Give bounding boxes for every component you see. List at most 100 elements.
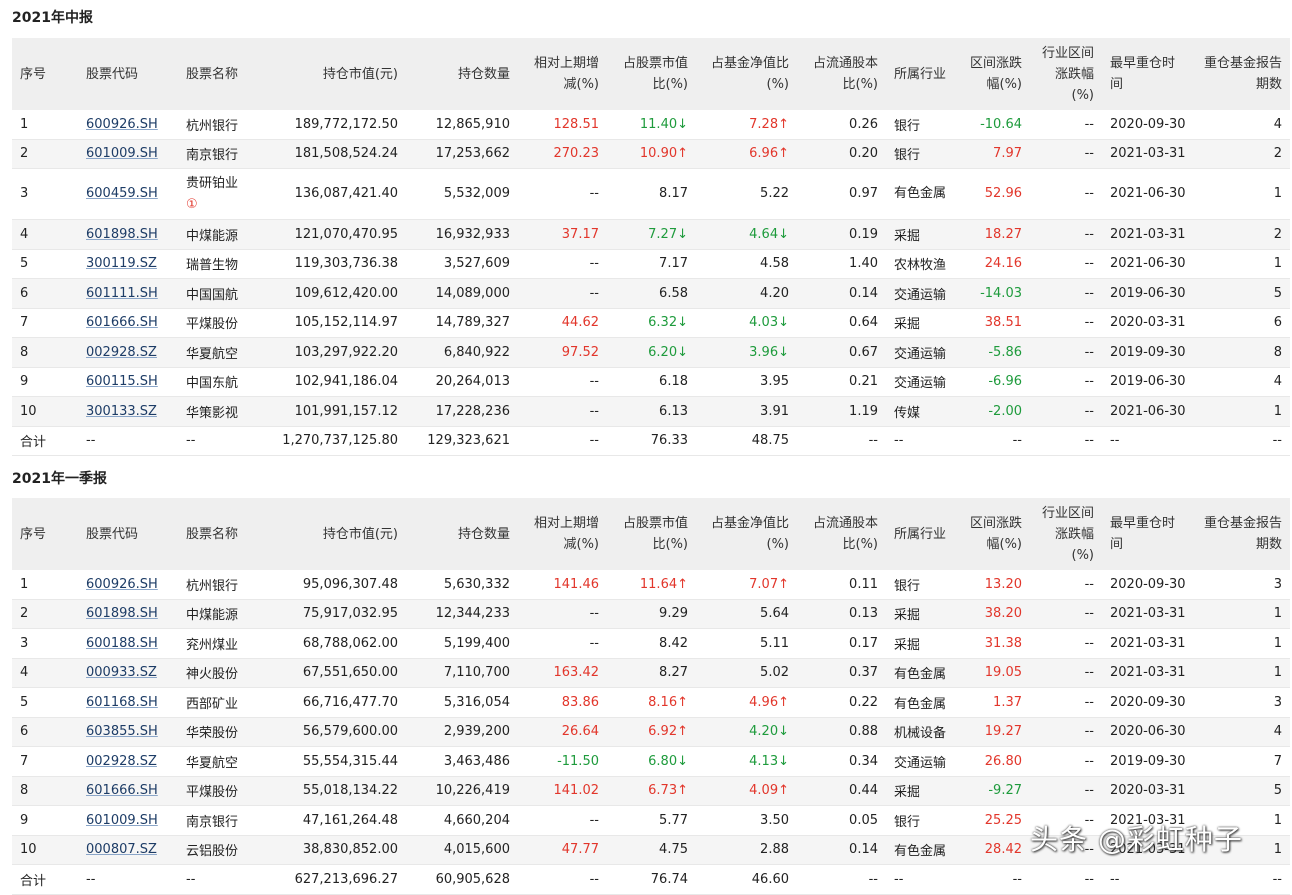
cell: 2020-09-30 xyxy=(1102,687,1190,718)
code-cell: 300119.SZ xyxy=(78,249,178,279)
stock-code-link[interactable]: 601168.SH xyxy=(86,694,158,710)
cell: -- xyxy=(518,249,607,279)
table-row: 合计 -- -- 627,213,696.27 60,905,628 -- 76.74 46.… xyxy=(12,864,1290,895)
stock-code-link[interactable]: 600926.SH xyxy=(86,576,158,592)
stock-code-link[interactable]: 601009.SH xyxy=(86,812,158,828)
cell: 有色金属 xyxy=(886,835,958,865)
table-row: 7 002928.SZ 华夏航空 55,554,315.44 3,463,486 -11.… xyxy=(12,746,1290,777)
cell: 97.52 xyxy=(518,337,607,368)
cell: 2021-06-30 xyxy=(1102,396,1190,427)
cell: 采掘 xyxy=(886,599,958,629)
cell: 55,018,134.22 xyxy=(262,776,406,806)
stock-code-link[interactable]: 000933.SZ xyxy=(86,665,157,681)
cell: 2021-06-30 xyxy=(1102,249,1190,279)
cell: 华夏航空 xyxy=(178,337,262,368)
cell: 8.27 xyxy=(607,658,696,688)
cell: 5 xyxy=(12,687,78,718)
stock-code-link[interactable]: 002928.SZ xyxy=(86,344,157,360)
cell: 3 xyxy=(12,168,78,220)
stock-code-link[interactable]: 600115.SH xyxy=(86,374,158,390)
cell: 24.16 xyxy=(958,249,1030,279)
stock-code-link[interactable]: 601666.SH xyxy=(86,783,158,799)
cell: 14,789,327 xyxy=(406,308,518,338)
cell: 76.33 xyxy=(607,426,696,456)
stock-code-link[interactable]: 600459.SH xyxy=(86,186,158,201)
cell: 西部矿业 xyxy=(178,687,262,718)
cell: 采掘 xyxy=(886,628,958,659)
cell: 中国国航 xyxy=(178,278,262,309)
cell: 66,716,477.70 xyxy=(262,687,406,718)
cell: 47.77 xyxy=(518,835,607,865)
header-cell: 占基金净值比(%) xyxy=(696,498,797,570)
cell: 交通运输 xyxy=(886,278,958,309)
header-cell: 占股票市值比(%) xyxy=(607,38,696,110)
table-row: 8 601666.SH 平煤股份 55,018,134.22 10,226,419 141… xyxy=(12,776,1290,806)
section: 2021年中报 序号 股票代码 股票名称 持仓市值(元) 持仓数量 相对上期增减(%) 占股票… xyxy=(12,10,1290,456)
stock-code-link[interactable]: 000807.SZ xyxy=(86,842,157,858)
cell: 兖州煤业 xyxy=(178,628,262,659)
cell: 中煤能源 xyxy=(178,219,262,250)
stock-code-link[interactable]: 603855.SH xyxy=(86,724,158,740)
stock-code-link[interactable]: 600926.SH xyxy=(86,116,158,132)
cell: 5.22 xyxy=(696,168,797,220)
cell: 20,264,013 xyxy=(406,367,518,397)
table-row: 5 300119.SZ 瑞普生物 119,303,736.38 3,527,609 -- 7… xyxy=(12,249,1290,279)
cell: 37.17 xyxy=(518,219,607,250)
cell: 48.75 xyxy=(696,426,797,456)
stock-code-link[interactable]: 002928.SZ xyxy=(86,753,157,769)
cell: 4.09↑ xyxy=(696,776,797,806)
cell: -10.64 xyxy=(958,110,1030,140)
cell: -- xyxy=(1030,776,1102,806)
cell: -2.00 xyxy=(958,396,1030,427)
cell: 2019-06-30 xyxy=(1102,367,1190,397)
cell: 0.14 xyxy=(797,835,886,865)
cell: 4 xyxy=(1190,717,1290,747)
cell: 0.37 xyxy=(797,658,886,688)
cell: -- xyxy=(958,426,1030,456)
cell: 7.17 xyxy=(607,249,696,279)
stock-code-link[interactable]: 300119.SZ xyxy=(86,256,157,272)
stock-code-link[interactable]: 300133.SZ xyxy=(86,403,157,419)
stock-code-link[interactable]: 600188.SH xyxy=(86,635,158,651)
stock-code-link[interactable]: 601898.SH xyxy=(86,606,158,622)
cell: -- xyxy=(1030,168,1102,220)
cell: -- xyxy=(518,628,607,659)
cell: 128.51 xyxy=(518,110,607,140)
cell: 3.91 xyxy=(696,396,797,427)
cell: 0.22 xyxy=(797,687,886,718)
cell: 平煤股份 xyxy=(178,308,262,338)
cell: -11.50 xyxy=(518,746,607,777)
cell: 交通运输 xyxy=(886,337,958,368)
cell: 南京银行 xyxy=(178,805,262,836)
cell: -- xyxy=(78,426,178,456)
table-row: 4 000933.SZ 神火股份 67,551,650.00 7,110,700 163.… xyxy=(12,658,1290,688)
cell: 5.64 xyxy=(696,599,797,629)
cell: 1 xyxy=(1190,658,1290,688)
cell: 8 xyxy=(12,337,78,368)
stock-code-link[interactable]: 601111.SH xyxy=(86,285,158,301)
cell: 68,788,062.00 xyxy=(262,628,406,659)
cell: 121,070,470.95 xyxy=(262,219,406,250)
cell: 3.50 xyxy=(696,805,797,836)
cell: 0.05 xyxy=(797,805,886,836)
header-cell: 序号 xyxy=(12,498,78,570)
cell: 7.28↑ xyxy=(696,110,797,140)
cell: 18.27 xyxy=(958,219,1030,250)
cell: 5.77 xyxy=(607,805,696,836)
header-cell: 占股票市值比(%) xyxy=(607,498,696,570)
cell: 6.73↑ xyxy=(607,776,696,806)
header-cell: 持仓数量 xyxy=(406,498,518,570)
cell: 189,772,172.50 xyxy=(262,110,406,140)
table-row: 3 600188.SH 兖州煤业 68,788,062.00 5,199,400 -- 8.… xyxy=(12,628,1290,659)
table-row: 9 601009.SH 南京银行 47,161,264.48 4,660,204 -- 5.… xyxy=(12,805,1290,836)
stock-code-link[interactable]: 601666.SH xyxy=(86,315,158,331)
stock-code-link[interactable]: 601009.SH xyxy=(86,146,158,162)
cell: 0.67 xyxy=(797,337,886,368)
cell: 5,630,332 xyxy=(406,570,518,600)
code-cell: 600115.SH xyxy=(78,367,178,397)
cell: 0.26 xyxy=(797,110,886,140)
cell: 5 xyxy=(1190,278,1290,309)
code-cell: 000807.SZ xyxy=(78,835,178,865)
stock-code-link[interactable]: 601898.SH xyxy=(86,226,158,242)
